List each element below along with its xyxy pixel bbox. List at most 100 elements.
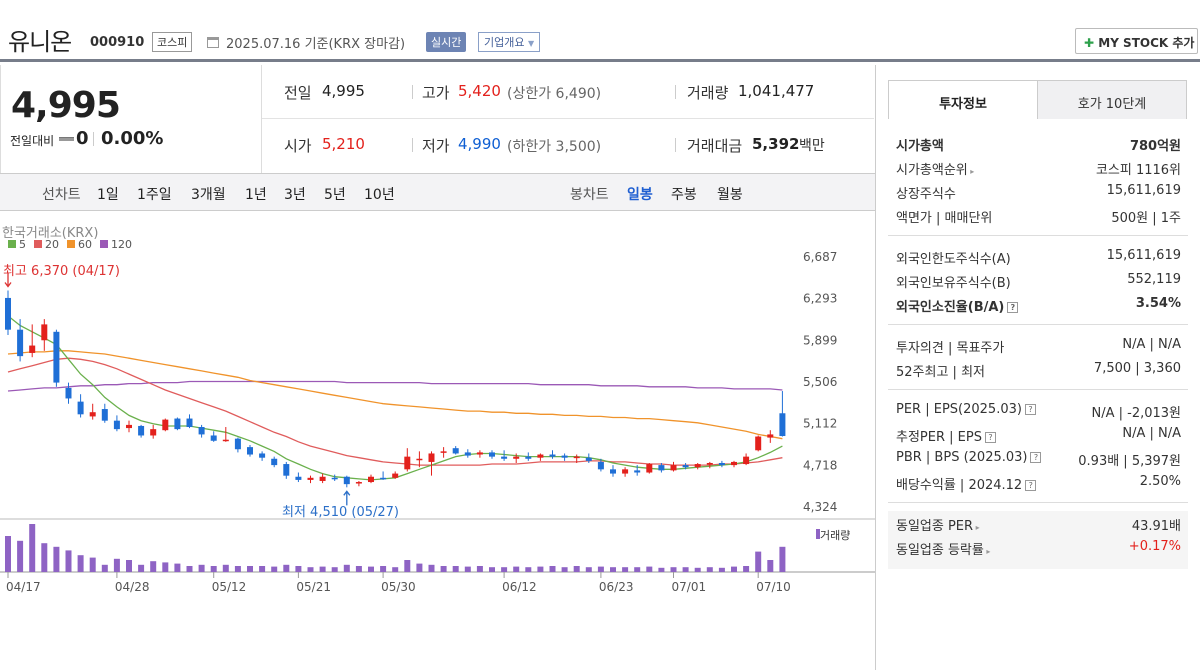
volume-bar	[464, 566, 471, 572]
period-3y[interactable]: 3년	[284, 187, 306, 203]
mystock-label: MY STOCK 추가	[1098, 36, 1195, 50]
candle-body	[440, 451, 447, 453]
volume-value: 1,041,477	[738, 82, 815, 100]
info-value: 500원 | 1주	[1111, 211, 1181, 226]
section-divider	[888, 324, 1188, 325]
candle-weekly[interactable]: 주봉	[671, 187, 697, 203]
period-1d[interactable]: 1일	[97, 187, 119, 203]
info-value: N/A | N/A	[1122, 426, 1181, 441]
help-icon[interactable]: ?	[984, 432, 996, 443]
candle-body	[41, 324, 48, 341]
y-tick-label: 5,112	[803, 417, 837, 431]
volume-bar	[380, 566, 387, 572]
volume-bar	[162, 562, 169, 572]
base-date: 2025.07.16 기준(KRX 장마감)	[226, 37, 406, 52]
chevron-down-icon: ▼	[527, 39, 535, 48]
volume-bar	[331, 567, 338, 572]
candle-monthly[interactable]: 월봉	[717, 187, 743, 203]
candle-body	[307, 477, 314, 480]
volume-label: 거래량	[816, 527, 850, 543]
x-tick-label: 07/10	[756, 580, 791, 594]
candle-body	[731, 461, 737, 466]
candle-body	[222, 439, 229, 442]
volume-bar	[138, 564, 145, 572]
volume-bar	[392, 567, 399, 572]
info-label: PBR | BPS (2025.03)?	[896, 450, 1042, 465]
info-row[interactable]: 시가총액순위 ▸ 코스피 1116위	[896, 159, 1181, 178]
ma120-line	[7, 380, 783, 392]
period-1y[interactable]: 1년	[245, 187, 267, 203]
volume-bar	[295, 566, 302, 572]
info-label: 시가총액	[896, 139, 944, 154]
y-tick-label: 4,324	[803, 500, 837, 514]
y-tick-label: 6,293	[803, 292, 837, 306]
section-divider	[888, 389, 1188, 390]
realtime-button[interactable]: 실시간	[426, 32, 467, 52]
period-5y[interactable]: 5년	[324, 187, 346, 203]
candle-daily[interactable]: 일봉	[627, 187, 653, 203]
candlestick-chart: 6,687 6,293 5,899 5,506 5,112 4,718 4,324 04/17…	[0, 250, 875, 594]
info-label: 시가총액순위 ▸	[896, 163, 975, 178]
volume-bar	[174, 563, 181, 572]
info-label: 투자의견 | 목표주가	[896, 341, 1005, 356]
help-icon[interactable]: ?	[1024, 404, 1036, 415]
candle-chart-label: 봉차트	[570, 187, 609, 203]
period-3m[interactable]: 3개월	[191, 187, 226, 203]
info-value: 3.54%	[1135, 296, 1181, 311]
volume-bar	[573, 566, 580, 572]
low-label: 저가	[422, 137, 450, 155]
info-row: 외국인소진율(B/A)? 3.54%	[896, 296, 1181, 315]
volume-bar	[101, 564, 108, 572]
candle-body	[174, 418, 181, 430]
candle-body	[53, 331, 60, 383]
volume-bar	[126, 560, 132, 572]
candle-body	[416, 458, 423, 461]
candle-body	[319, 476, 326, 481]
info-value: 코스피 1116위	[1095, 163, 1181, 178]
info-label: 동일업종 PER ▸	[896, 519, 980, 534]
help-icon[interactable]: ?	[1030, 452, 1042, 463]
x-tick-label: 05/12	[212, 580, 247, 594]
volume-bar	[501, 567, 508, 572]
candle-body	[271, 458, 278, 466]
info-row: 추정PER | EPS? N/A | N/A	[896, 426, 1181, 445]
help-icon[interactable]: ?	[1007, 302, 1019, 313]
volume-bar	[682, 567, 689, 572]
change-label: 전일대비	[10, 134, 55, 148]
volume-label-text: 거래량	[820, 529, 851, 542]
info-row[interactable]: 동일업종 PER ▸ 43.91배	[896, 515, 1181, 534]
info-label: 52주최고 | 최저	[896, 365, 985, 380]
help-icon[interactable]: ?	[1025, 480, 1037, 491]
mystock-add-button[interactable]: ✚ MY STOCK 추가	[1075, 28, 1198, 54]
candle-body	[29, 345, 36, 353]
period-1w[interactable]: 1주일	[137, 187, 172, 203]
tab-orderbook[interactable]: 호가 10단계	[1037, 80, 1187, 120]
volume-bar	[355, 566, 362, 572]
candle-body	[706, 462, 713, 465]
candle-body	[234, 438, 241, 450]
info-value: 0.93배 | 5,397원	[1078, 454, 1181, 469]
candle-body	[392, 473, 399, 478]
info-row[interactable]: 동일업종 등락률 ▸ +0.17%	[896, 539, 1181, 558]
period-10y[interactable]: 10년	[364, 187, 395, 203]
section-divider	[888, 235, 1188, 236]
tab-investment-info[interactable]: 투자정보	[888, 80, 1038, 120]
company-info-label: 기업개요	[484, 36, 525, 49]
company-info-dropdown[interactable]: 기업개요 ▼	[478, 32, 541, 52]
stock-name: 유니온	[8, 28, 72, 56]
volume-bar	[610, 567, 616, 572]
volume-bar	[210, 566, 217, 572]
high-arrow-icon	[4, 272, 12, 288]
candle-body	[682, 465, 689, 468]
volume-bar	[634, 567, 641, 572]
volume-bar	[416, 563, 423, 572]
x-tick-label: 06/12	[502, 580, 537, 594]
stock-header: 유니온 000910 코스피 2025.07.16 기준(KRX 장마감) 실시…	[0, 0, 1200, 62]
candle-body	[368, 476, 374, 483]
legend-swatch	[8, 240, 16, 248]
prev-close-label: 전일	[284, 84, 312, 102]
open-label: 시가	[284, 137, 312, 155]
candle-body	[77, 401, 84, 415]
candle-body	[428, 453, 435, 462]
row-divider	[262, 118, 874, 119]
